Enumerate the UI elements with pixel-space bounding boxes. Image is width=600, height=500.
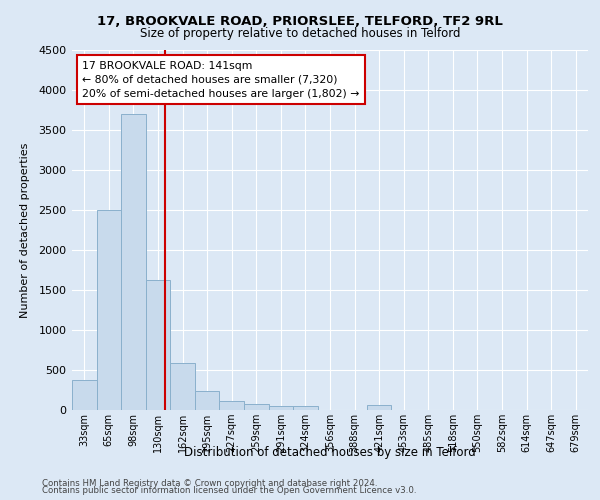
Bar <box>269 406 293 410</box>
Bar <box>244 404 269 410</box>
Bar <box>170 363 195 410</box>
Bar <box>146 280 170 410</box>
Bar <box>97 210 121 410</box>
Text: Size of property relative to detached houses in Telford: Size of property relative to detached ho… <box>140 28 460 40</box>
Bar <box>293 406 318 410</box>
Bar <box>195 391 220 410</box>
Bar <box>367 405 391 410</box>
Text: Contains public sector information licensed under the Open Government Licence v3: Contains public sector information licen… <box>42 486 416 495</box>
Bar <box>220 401 244 410</box>
Bar <box>121 114 146 410</box>
Text: Distribution of detached houses by size in Telford: Distribution of detached houses by size … <box>184 446 476 459</box>
Text: Contains HM Land Registry data © Crown copyright and database right 2024.: Contains HM Land Registry data © Crown c… <box>42 478 377 488</box>
Text: 17, BROOKVALE ROAD, PRIORSLEE, TELFORD, TF2 9RL: 17, BROOKVALE ROAD, PRIORSLEE, TELFORD, … <box>97 15 503 28</box>
Bar <box>72 380 97 410</box>
Y-axis label: Number of detached properties: Number of detached properties <box>20 142 30 318</box>
Text: 17 BROOKVALE ROAD: 141sqm
← 80% of detached houses are smaller (7,320)
20% of se: 17 BROOKVALE ROAD: 141sqm ← 80% of detac… <box>82 61 359 99</box>
